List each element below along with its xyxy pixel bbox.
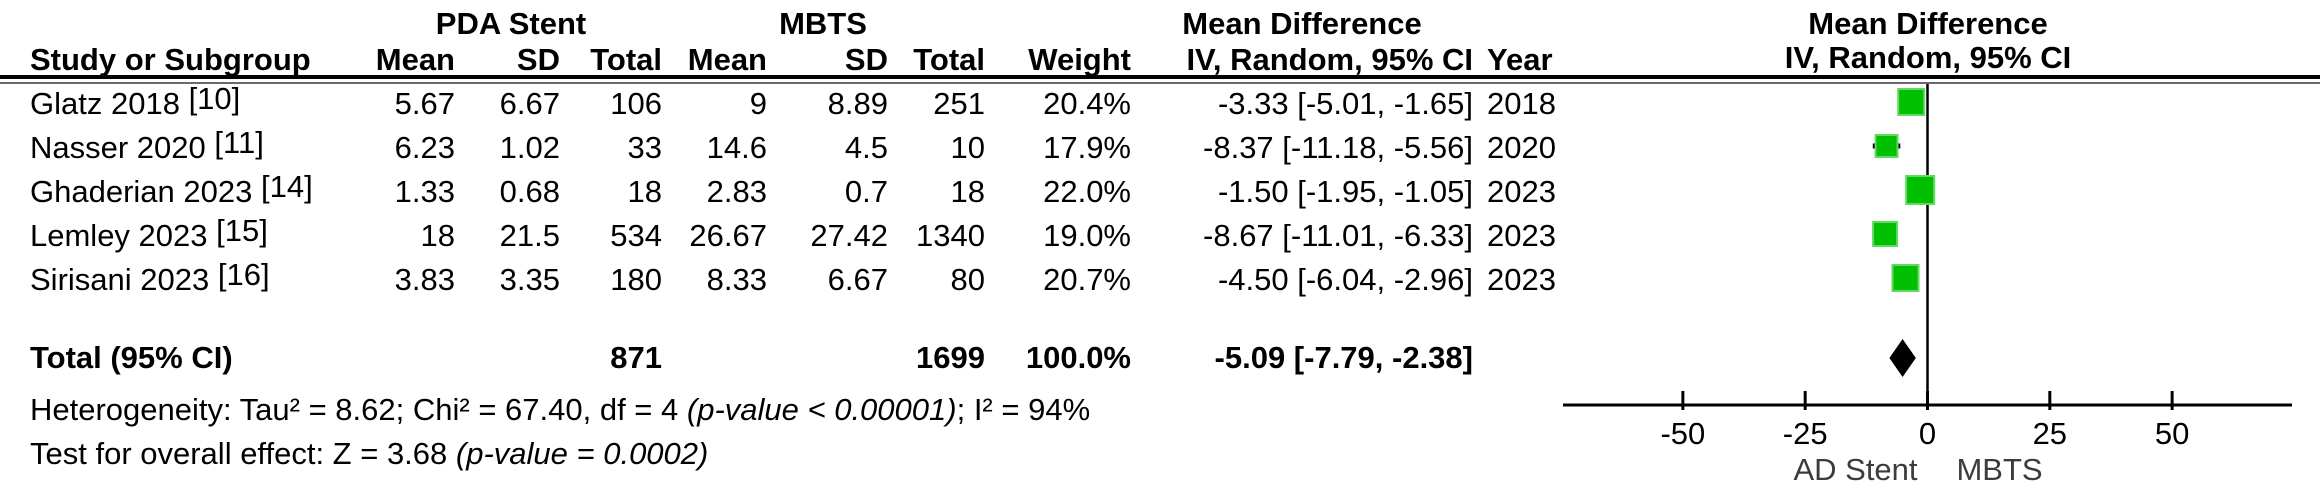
study-ref: [16]: [217, 257, 270, 292]
col-header-total-mbts: Total: [913, 42, 985, 77]
weight: 20.4%: [1043, 86, 1131, 121]
year: 2020: [1487, 130, 1556, 165]
mean-mbts: 14.6: [706, 130, 767, 165]
header-rule-thick: [0, 75, 2320, 79]
year: 2023: [1487, 218, 1556, 253]
ci-text: -8.67 [-11.01, -6.33]: [1203, 218, 1473, 253]
col-header-mean-pda: Mean: [375, 42, 455, 77]
total-n-mbts: 1699: [916, 340, 985, 375]
study-ref: [14]: [260, 169, 313, 204]
col-header-sd-pda: SD: [516, 42, 560, 77]
header-rule-thin: [0, 82, 2320, 84]
mean-pda: 5.67: [394, 86, 455, 121]
col-header-study: Study or Subgroup: [30, 42, 311, 77]
sd-pda: 3.35: [499, 262, 560, 297]
total-pda: 106: [610, 86, 662, 121]
study-label: Sirisani 2023 [16]: [30, 257, 270, 297]
effect-square: [1891, 264, 1920, 292]
study-label: Nasser 2020 [11]: [30, 125, 264, 165]
col-header-year: Year: [1487, 42, 1553, 77]
test-p-value: (p-value = 0.0002): [455, 436, 709, 471]
total-pda: 180: [610, 262, 662, 297]
axis-tick-label: 25: [2033, 416, 2067, 451]
year: 2023: [1487, 262, 1556, 297]
effect-square: [1905, 175, 1936, 205]
table-column-headers: Study or Subgroup Mean SD Total Mean SD …: [0, 36, 1565, 80]
axis-label-right: MBTS: [1956, 452, 2042, 487]
mean-mbts: 8.33: [706, 262, 767, 297]
sd-pda: 6.67: [499, 86, 560, 121]
effect-square: [1874, 134, 1899, 158]
sd-pda: 21.5: [499, 218, 560, 253]
col-header-weight: Weight: [1028, 42, 1131, 77]
col-header-total-pda: Total: [590, 42, 662, 77]
axis-tick-label: -25: [1783, 416, 1828, 451]
total-mbts: 10: [950, 130, 985, 165]
plot-title-mean-difference: Mean Difference: [1808, 6, 2048, 41]
total-mbts: 1340: [916, 218, 985, 253]
mean-pda: 6.23: [394, 130, 455, 165]
total-mbts: 18: [950, 174, 985, 209]
col-header-ci: IV, Random, 95% CI: [1186, 42, 1473, 77]
sd-mbts: 8.89: [827, 86, 888, 121]
col-header-mean-mbts: Mean: [687, 42, 767, 77]
study-ref: [11]: [214, 125, 264, 160]
total-pda: 18: [627, 174, 662, 209]
ci-text: -8.37 [-11.18, -5.56]: [1203, 130, 1473, 165]
total-n-pda: 871: [610, 340, 662, 375]
overall-effect-line: Test for overall effect: Z = 3.68 (p-val…: [30, 436, 709, 471]
total-mbts: 251: [933, 86, 985, 121]
total-pda: 33: [627, 130, 662, 165]
year: 2018: [1487, 86, 1556, 121]
col-header-sd-mbts: SD: [844, 42, 888, 77]
weight: 20.7%: [1043, 262, 1131, 297]
study-ref: [15]: [216, 213, 268, 248]
weight: 17.9%: [1043, 130, 1131, 165]
total-weight: 100.0%: [1025, 340, 1131, 375]
sd-mbts: 27.42: [810, 218, 888, 253]
axis-tick-label: 50: [2155, 416, 2189, 451]
ci-text: -1.50 [-1.95, -1.05]: [1217, 174, 1473, 209]
study-label: Glatz 2018 [10]: [30, 81, 241, 121]
ci-text: -3.33 [-5.01, -1.65]: [1217, 86, 1473, 121]
mean-mbts: 26.67: [689, 218, 767, 253]
axis-label-left: AD Stent: [1793, 452, 1917, 487]
weight: 19.0%: [1043, 218, 1131, 253]
mean-pda: 18: [420, 218, 455, 253]
mean-pda: 1.33: [394, 174, 455, 209]
sd-mbts: 4.5: [844, 130, 888, 165]
effect-square: [1872, 221, 1899, 247]
mean-mbts: 9: [749, 86, 767, 121]
study-table-body: Glatz 2018 [10] 5.67 6.67 106 9 8.89 251…: [0, 81, 1565, 302]
het-p-value: (p-value < 0.00001): [686, 392, 957, 427]
study-ref: [10]: [188, 81, 241, 116]
total-ci-text: -5.09 [-7.79, -2.38]: [1214, 340, 1473, 375]
ci-text: -4.50 [-6.04, -2.96]: [1217, 262, 1473, 297]
effect-square: [1897, 88, 1926, 116]
year: 2023: [1487, 174, 1556, 209]
total-row: Total (95% CI) 871 1699 100.0% -5.09 [-7…: [0, 336, 1565, 380]
mean-mbts: 2.83: [706, 174, 767, 209]
study-label: Lemley 2023 [15]: [30, 213, 268, 253]
sd-pda: 1.02: [499, 130, 560, 165]
plot-column-header-ci: IV, Random, 95% CI: [1784, 40, 2072, 75]
sd-mbts: 0.7: [844, 174, 888, 209]
weight: 22.0%: [1043, 174, 1131, 209]
total-mbts: 80: [950, 262, 985, 297]
axis-tick-label: 0: [1919, 416, 1936, 451]
heterogeneity-line: Heterogeneity: Tau² = 8.62; Chi² = 67.40…: [30, 392, 1091, 427]
total-label: Total (95% CI): [30, 340, 233, 375]
axis-tick-label: -50: [1660, 416, 1705, 451]
group-header-pda-stent: PDA Stent: [435, 6, 587, 41]
sd-mbts: 6.67: [827, 262, 888, 297]
study-label: Ghaderian 2023 [14]: [30, 169, 313, 209]
total-pda: 534: [610, 218, 662, 253]
column-group-mean-difference-left: Mean Difference: [1182, 6, 1422, 41]
group-header-mbts: MBTS: [779, 6, 867, 41]
pooled-diamond: [1889, 339, 1916, 377]
mean-pda: 3.83: [394, 262, 455, 297]
sd-pda: 0.68: [499, 174, 560, 209]
